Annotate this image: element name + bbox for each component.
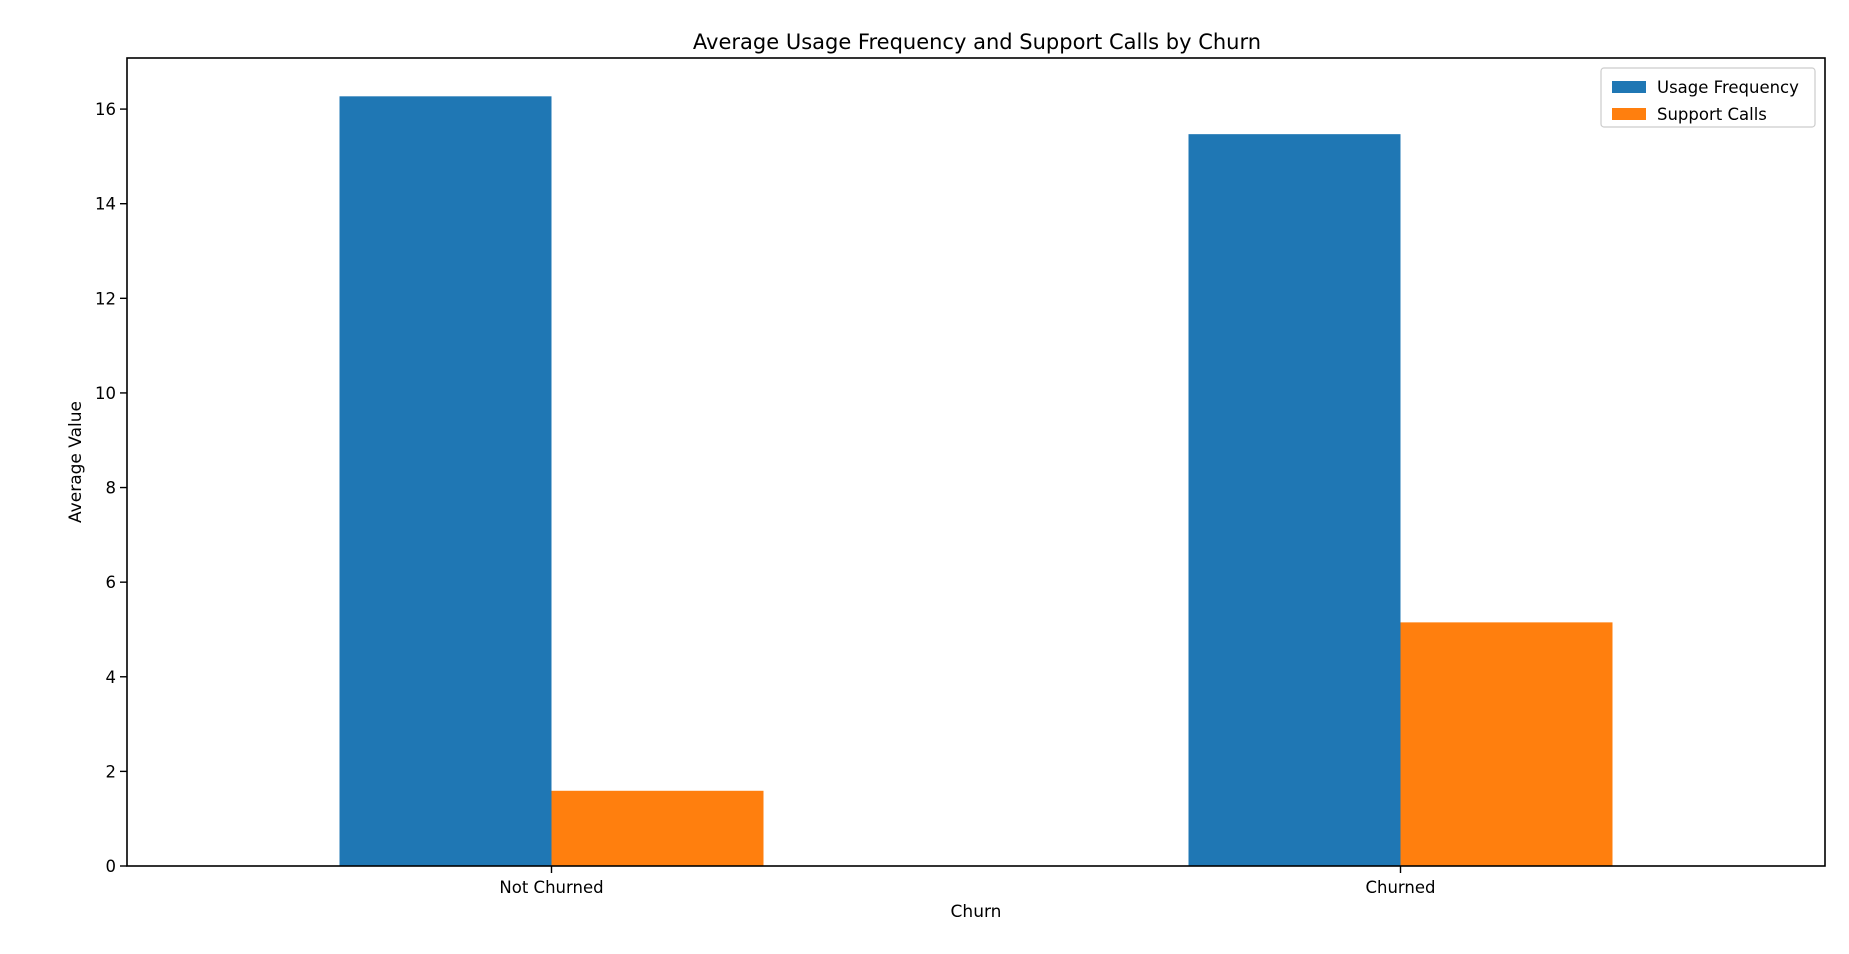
x-axis-title: Churn: [951, 902, 1002, 922]
y-tick-label: 16: [95, 100, 116, 119]
legend-box: [1600, 67, 1816, 128]
y-tick-label: 2: [106, 762, 117, 781]
y-axis: 0 2 4 6 8 10 12 14 16: [95, 100, 127, 876]
bar-usage-frequency-1: [1188, 134, 1401, 866]
y-tick-label: 10: [95, 384, 116, 403]
legend-swatch-support-calls: [1612, 108, 1646, 120]
y-tick-label: 0: [106, 857, 117, 876]
chart-title: Average Usage Frequency and Support Call…: [693, 30, 1261, 54]
bar-support-calls-0: [551, 790, 764, 866]
legend-label-usage-frequency: Usage Frequency: [1657, 78, 1799, 97]
legend: Usage Frequency Support Calls: [1600, 67, 1816, 128]
x-axis: Not Churned Churned: [499, 866, 1436, 897]
bar-usage-frequency-0: [339, 96, 552, 867]
bar-support-calls-1: [1400, 622, 1613, 866]
y-axis-title: Average Value: [66, 401, 86, 523]
legend-items: Usage Frequency Support Calls: [1612, 78, 1799, 124]
bars-layer: [339, 96, 1613, 867]
y-tick-label: 12: [95, 289, 116, 308]
legend-label-support-calls: Support Calls: [1657, 105, 1767, 124]
y-tick-label: 6: [106, 573, 117, 592]
plot-frame: [126, 57, 1826, 867]
y-tick-label: 14: [95, 195, 116, 214]
y-tick-label: 4: [106, 668, 117, 687]
y-tick-label: 8: [106, 479, 117, 498]
legend-swatch-usage-frequency: [1612, 81, 1646, 93]
x-tick-label: Churned: [1365, 878, 1435, 897]
x-tick-label: Not Churned: [499, 878, 603, 897]
